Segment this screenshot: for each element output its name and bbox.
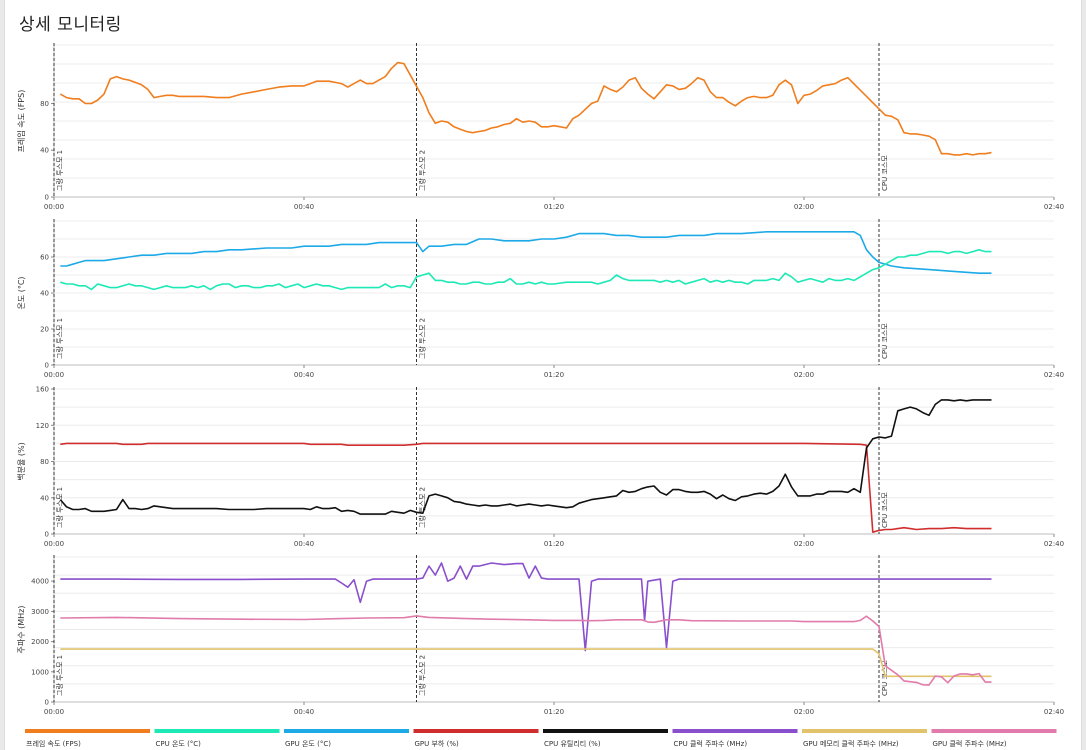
- x-tick-label: 00:40: [294, 371, 314, 379]
- y-tick-label: 160: [36, 386, 49, 394]
- y-tick-label: 0: [45, 699, 49, 707]
- chart-panel-4: 0 1000 2000 3000 4000 00:00 00:40 01:20 02:00 02:…: [17, 555, 1064, 716]
- page-title: 상세 모니터링: [19, 15, 122, 35]
- x-tick-label: 02:40: [1044, 203, 1064, 211]
- marker-label: 그랑 투스모 1: [56, 150, 64, 191]
- marker-label: 그랑 투스모 2: [419, 655, 427, 696]
- y-tick-label: 1000: [31, 668, 49, 676]
- series-line-4-2: [60, 648, 992, 678]
- y-axis-label: 프레임 속도 (FPS): [17, 90, 26, 153]
- y-tick-label: 60: [40, 254, 49, 262]
- legend-swatch: [931, 729, 1057, 733]
- legend-label: GPU 부하 (%): [415, 739, 459, 748]
- legend-swatch: [672, 729, 798, 733]
- marker-label: CPU 코스모: [881, 155, 889, 191]
- marker-label: 그랑 투스모 1: [56, 318, 64, 359]
- x-tick-label: 00:00: [44, 203, 64, 211]
- legend-swatch: [413, 729, 539, 733]
- y-axis-label: 주파수 (MHz): [17, 606, 26, 654]
- marker-label: 그랑 투스모 2: [419, 150, 427, 191]
- legend-label: CPU 온도 (°C): [156, 740, 202, 748]
- series-line-1-1: [59, 61, 992, 156]
- y-tick-label: 0: [45, 531, 49, 539]
- y-tick-label: 80: [40, 458, 49, 466]
- legend-swatch: [802, 729, 927, 733]
- x-tick-label: 02:40: [1044, 540, 1064, 548]
- legend-label: CPU 유틸리티 (%): [544, 739, 601, 748]
- series-line-3-2: [59, 399, 992, 515]
- chart-panel-2: 0 20 40 60 00:00 00:40 01:20 02:00 02:40 온도 (°C) 그…: [17, 219, 1064, 379]
- y-tick-label: 40: [40, 147, 49, 155]
- legend: 프레임 속도 (FPS) CPU 온도 (°C) GPU 온도 (°C) GPU 부하…: [25, 729, 1057, 748]
- x-tick-label: 02:40: [1044, 708, 1064, 716]
- y-tick-label: 3000: [31, 608, 49, 616]
- legend-swatch: [543, 729, 668, 733]
- monitoring-panel: 상세 모니터링: [4, 0, 1082, 750]
- y-tick-label: 80: [40, 100, 49, 108]
- y-axis-label: 온도 (°C): [17, 276, 26, 309]
- marker-label: 그랑 투스모 2: [419, 487, 427, 528]
- x-tick-label: 00:00: [44, 708, 64, 716]
- x-tick-label: 02:00: [794, 371, 814, 379]
- series-line-4-3: [60, 615, 992, 686]
- marker-label: CPU 코스모: [881, 660, 889, 696]
- series-line-2-2: [60, 249, 992, 291]
- legend-swatch: [25, 729, 150, 733]
- x-tick-label: 01:20: [544, 708, 564, 716]
- legend-label: CPU 클럭 주파수 (MHz): [674, 739, 748, 748]
- y-tick-label: 40: [40, 494, 49, 502]
- marker-label: CPU 코스모: [881, 492, 889, 528]
- marker-label: 그랑 투스모 1: [56, 655, 64, 696]
- legend-swatch: [284, 729, 409, 733]
- x-tick-label: 01:20: [544, 540, 564, 548]
- y-tick-label: 0: [45, 362, 49, 370]
- marker-label: 그랑 투스모 1: [56, 487, 64, 528]
- y-tick-label: 40: [40, 290, 49, 298]
- x-tick-label: 00:40: [294, 203, 314, 211]
- x-tick-label: 00:40: [294, 708, 314, 716]
- series-line-3-1: [60, 442, 992, 533]
- legend-label: 프레임 속도 (FPS): [26, 739, 81, 748]
- series-line-4-1: [60, 562, 992, 652]
- x-tick-label: 02:40: [1044, 371, 1064, 379]
- x-tick-label: 02:00: [794, 708, 814, 716]
- legend-swatch: [154, 729, 280, 733]
- x-tick-label: 00:00: [44, 371, 64, 379]
- legend-label: GPU 메모리 클럭 주파수 (MHz): [803, 739, 899, 748]
- y-tick-label: 120: [36, 422, 49, 430]
- x-tick-label: 02:00: [794, 540, 814, 548]
- chart-panel-3: 0 40 80 120 160 00:00 00:40 01:20 02:00 02:40 백분율 …: [16, 386, 1064, 549]
- y-tick-label: 4000: [31, 578, 49, 586]
- chart-panel-1: 0 40 80 00:00 00:40 01:20 02:00 02:40 프레임 속도 (FP…: [17, 43, 1064, 211]
- x-tick-label: 02:00: [794, 203, 814, 211]
- y-tick-label: 2000: [31, 638, 49, 646]
- legend-label: GPU 온도 (°C): [285, 740, 331, 748]
- series-line-2-1: [60, 231, 992, 274]
- x-tick-label: 01:20: [544, 371, 564, 379]
- x-tick-label: 00:40: [294, 540, 314, 548]
- y-tick-label: 20: [40, 326, 49, 334]
- x-tick-label: 01:20: [544, 203, 564, 211]
- y-axis-label: 백분율 (%): [16, 442, 26, 480]
- x-tick-label: 00:00: [44, 540, 64, 548]
- marker-label: 그랑 투스모 2: [419, 318, 427, 359]
- legend-label: GPU 클럭 주파수 (MHz): [933, 739, 1007, 748]
- marker-label: CPU 코스모: [881, 323, 889, 359]
- y-tick-label: 0: [45, 194, 49, 202]
